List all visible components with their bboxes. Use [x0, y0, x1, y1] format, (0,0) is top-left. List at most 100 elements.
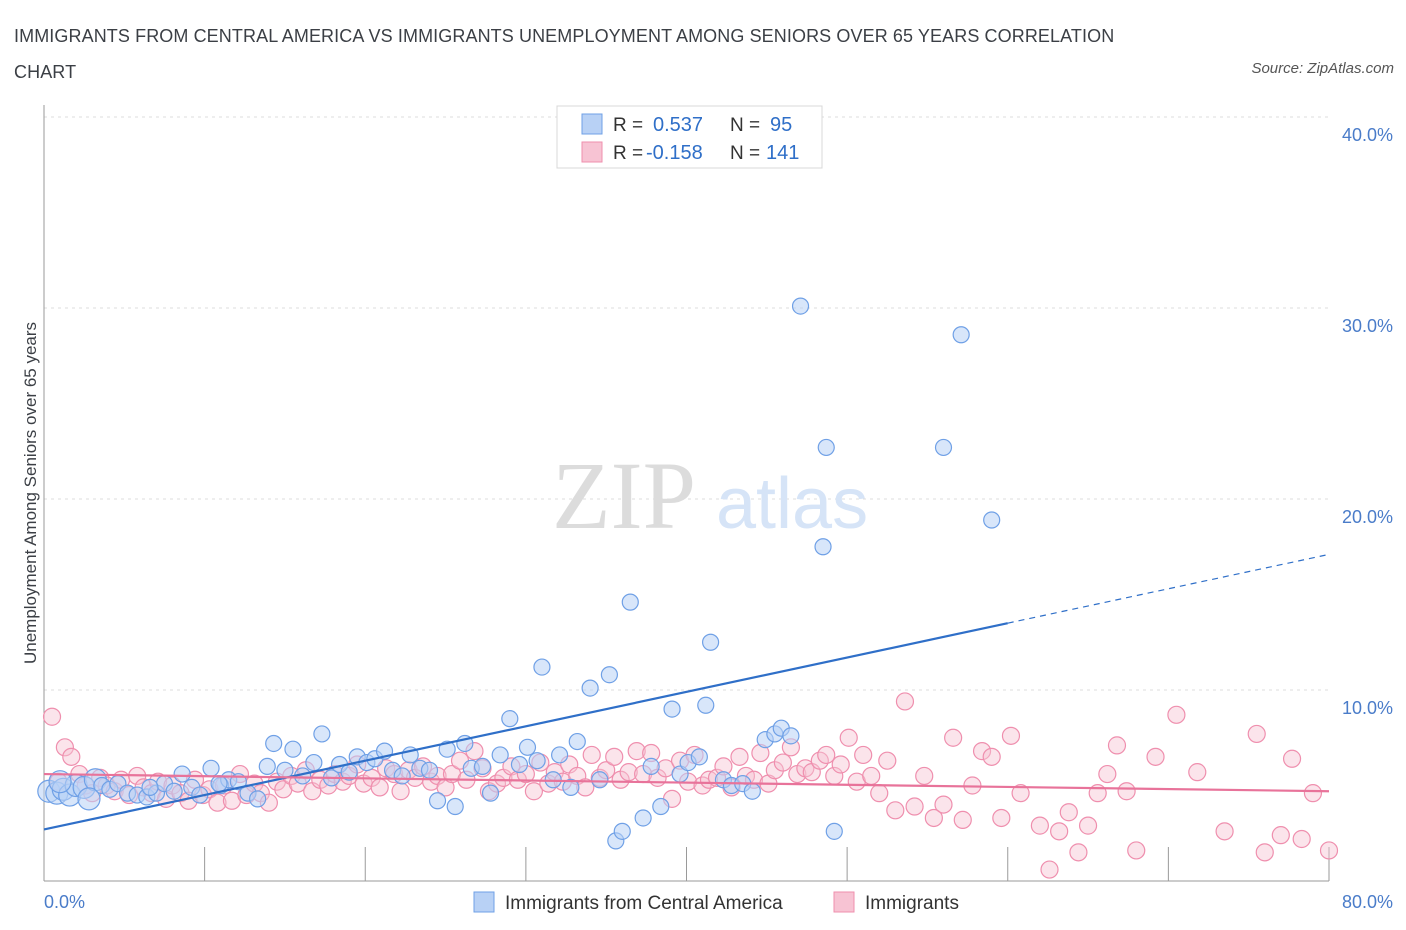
point-immigrants	[1107, 736, 1127, 755]
point-central-america	[562, 778, 580, 797]
point-immigrants	[982, 747, 1001, 766]
grid-lines	[44, 116, 1329, 691]
point-central-america	[621, 593, 639, 611]
point-central-america	[701, 633, 720, 651]
legend-swatch-blue	[581, 113, 603, 135]
point-immigrants	[934, 795, 953, 814]
point-central-america	[782, 727, 800, 745]
series-central-america-points	[37, 297, 1001, 850]
y-tick-label: 20.0%	[1342, 507, 1393, 527]
point-immigrants	[391, 782, 410, 801]
point-immigrants	[924, 808, 943, 828]
series-legend: Immigrants from Central America Immigran…	[473, 891, 959, 914]
point-immigrants	[524, 782, 544, 801]
point-immigrants	[208, 793, 227, 812]
point-central-america	[48, 770, 72, 794]
point-central-america	[305, 753, 323, 772]
legend-r-value-2: -0.158	[646, 142, 703, 164]
point-central-america	[446, 797, 464, 816]
point-immigrants	[1050, 822, 1069, 841]
point-immigrants	[582, 745, 601, 765]
y-tick-label: 10.0%	[1342, 698, 1393, 718]
point-immigrants	[1078, 816, 1098, 835]
point-immigrants	[953, 810, 972, 829]
point-immigrants	[972, 742, 992, 761]
point-central-america	[313, 725, 331, 743]
point-central-america	[551, 746, 569, 764]
point-immigrants	[1117, 782, 1136, 801]
legend-swatch-pink	[581, 141, 603, 163]
point-immigrants	[1215, 822, 1234, 841]
point-immigrants	[1292, 829, 1311, 849]
point-immigrants	[895, 692, 915, 711]
y-tick-label: 30.0%	[1342, 316, 1393, 336]
point-central-america	[613, 822, 631, 840]
point-central-america	[438, 740, 456, 758]
point-immigrants	[62, 747, 81, 766]
x-tick-label: 80.0%	[1342, 892, 1393, 912]
point-immigrants	[1040, 860, 1059, 879]
point-immigrants	[854, 745, 873, 765]
point-central-america	[141, 778, 159, 797]
point-immigrants	[370, 778, 389, 797]
point-immigrants	[1059, 803, 1078, 822]
point-immigrants	[1146, 747, 1165, 766]
trend-lines	[43, 553, 1330, 831]
point-central-america	[77, 787, 101, 811]
point-central-america	[814, 538, 832, 556]
point-immigrants	[886, 801, 905, 820]
point-immigrants	[1247, 724, 1266, 744]
point-central-america	[518, 738, 537, 756]
point-immigrants	[862, 766, 881, 786]
point-central-america	[533, 658, 551, 676]
source-note: Source: ZipAtlas.com	[1251, 60, 1394, 77]
watermark: ZIP atlas	[552, 442, 868, 549]
trendline-central-america-extension	[1007, 553, 1330, 624]
point-central-america	[690, 748, 708, 766]
legend-r-label-2: R =	[613, 143, 643, 164]
point-central-america	[817, 438, 835, 457]
watermark-zip: ZIP	[552, 442, 696, 549]
point-central-america	[642, 757, 660, 776]
point-central-america	[510, 755, 529, 774]
point-immigrants	[878, 751, 897, 770]
point-immigrants	[870, 784, 889, 803]
point-immigrants	[915, 766, 934, 786]
point-central-america	[743, 782, 761, 800]
bottom-legend-label-2: Immigrants	[865, 893, 959, 914]
point-central-america	[420, 761, 439, 779]
legend-n-label-2: N =	[730, 143, 760, 164]
point-immigrants	[55, 738, 74, 757]
axes	[43, 105, 1330, 882]
legend-n-value-1: 95	[770, 114, 792, 136]
point-central-america	[258, 757, 276, 776]
point-central-america	[491, 746, 509, 764]
point-central-america	[825, 822, 843, 840]
point-immigrants	[627, 742, 646, 761]
point-immigrants	[1001, 726, 1021, 745]
point-immigrants	[773, 753, 792, 772]
point-central-america	[528, 752, 546, 770]
point-immigrants	[1098, 764, 1117, 784]
point-central-america	[265, 734, 283, 753]
point-central-america	[591, 771, 609, 789]
point-immigrants	[42, 707, 62, 726]
point-immigrants	[1030, 816, 1049, 835]
point-immigrants	[831, 755, 850, 774]
point-central-america	[581, 679, 599, 697]
bottom-legend-swatch-pink	[833, 891, 855, 913]
point-immigrants	[1167, 705, 1186, 724]
point-central-america	[165, 782, 183, 800]
point-immigrants	[1319, 841, 1339, 860]
point-central-america	[284, 740, 302, 758]
point-central-america	[481, 784, 500, 802]
point-central-america	[634, 809, 652, 827]
point-central-america	[428, 792, 447, 810]
point-immigrants	[944, 728, 963, 747]
point-central-america	[697, 696, 715, 714]
point-central-america	[952, 326, 970, 344]
trendline-immigrants	[43, 772, 1330, 793]
point-central-america	[791, 297, 810, 315]
legend-r-label-1: R =	[613, 115, 643, 136]
point-immigrants	[1069, 843, 1088, 862]
